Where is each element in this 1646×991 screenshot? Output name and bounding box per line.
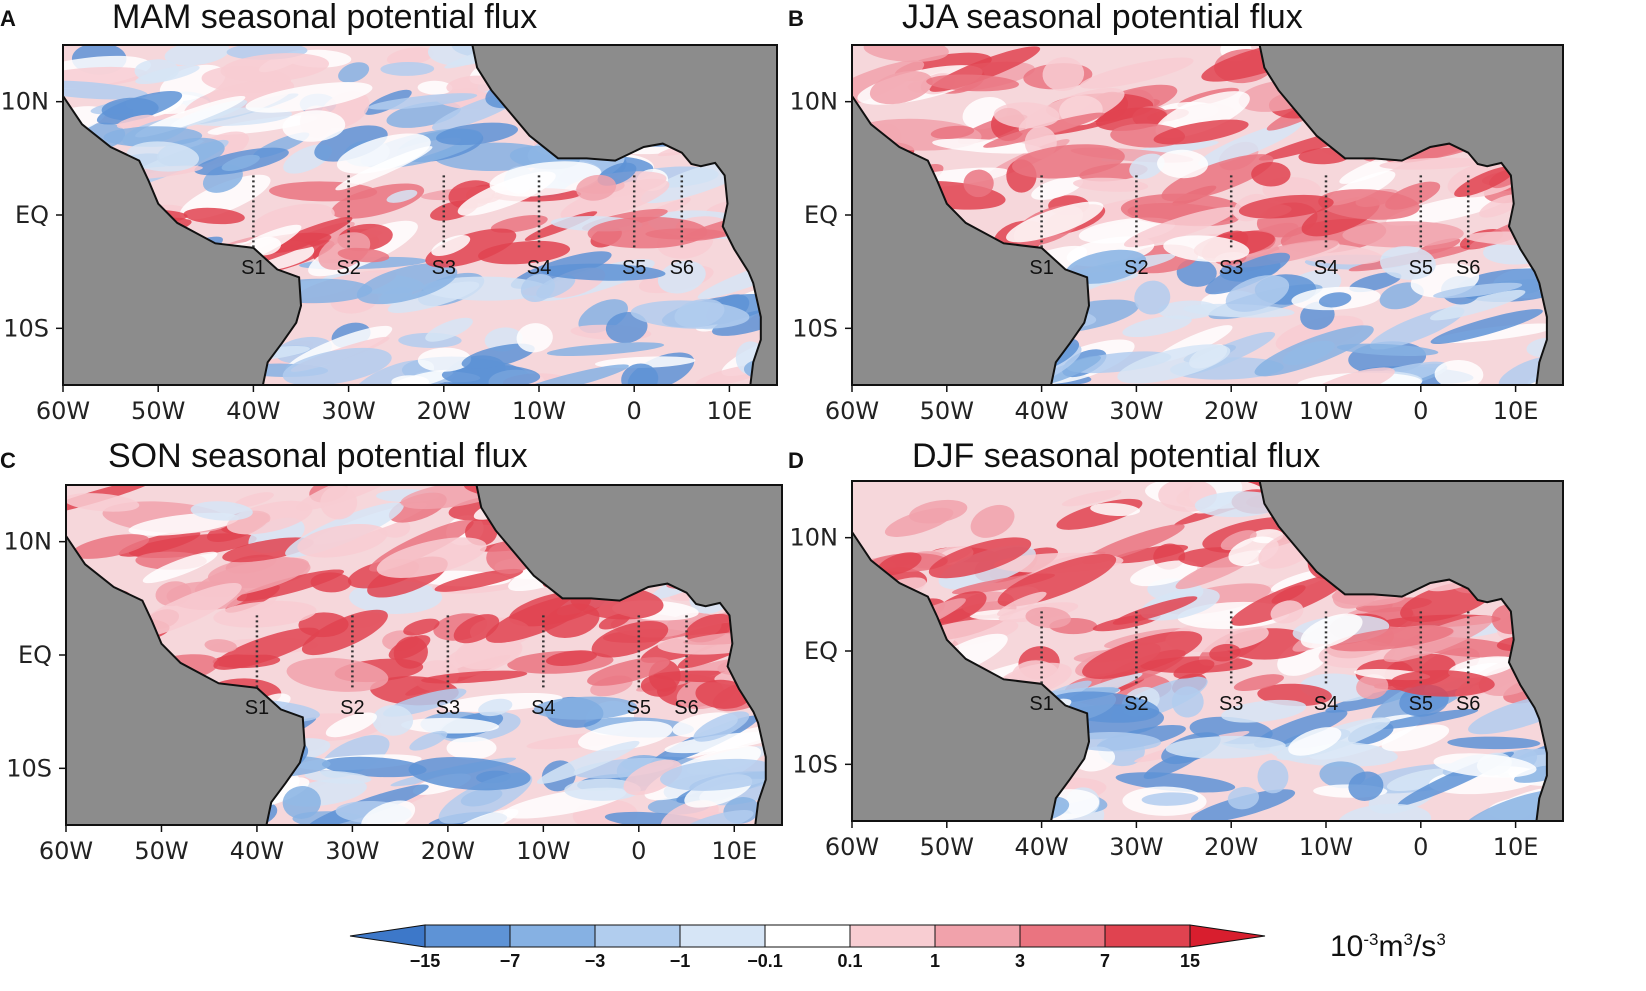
colorbar-arrow-low: [350, 925, 425, 947]
map-content: S1 S2 S3 S4 S5 S6 60W 50W 40W 30W 20W 10W 0 10E 10N EQ 1…: [789, 448, 1610, 861]
colorbar-segment: [1105, 925, 1190, 947]
station-label: S6: [1456, 693, 1480, 715]
lat-tick-label: 10N: [790, 524, 839, 552]
lat-tick-label: 10S: [792, 750, 838, 778]
colorbar-segment: [595, 925, 680, 947]
panel-d: D DJF seasonal potential flux S1 S2 S3 S4 S5…: [0, 0, 1646, 880]
station-label: S3: [1219, 693, 1243, 715]
colorbar-segment: [425, 925, 510, 947]
station-label: S4: [1314, 693, 1338, 715]
colorbar-tick-label: −3: [585, 951, 606, 971]
lon-tick-label: 10E: [1493, 833, 1539, 861]
colorbar-tick-label: 3: [1015, 951, 1025, 971]
colorbar-tick-label: −0.1: [747, 951, 783, 971]
colorbar-segment: [850, 925, 935, 947]
map-d: S1 S2 S3 S4 S5 S6 60W 50W 40W 30W 20W 10W 0 10E 10N EQ 1…: [0, 0, 1646, 880]
colorbar-segment: [935, 925, 1020, 947]
colorbar-tick-label: −15: [410, 951, 441, 971]
station-label: S1: [1029, 693, 1053, 715]
lon-tick-label: 60W: [825, 833, 879, 861]
station-label: S5: [1409, 693, 1433, 715]
lon-tick-label: 10W: [1299, 833, 1353, 861]
colorbar-segment: [765, 925, 850, 947]
colorbar-tick-label: 0.1: [837, 951, 862, 971]
lon-tick-label: 20W: [1204, 833, 1258, 861]
colorbar-segment: [1020, 925, 1105, 947]
colorbar-tick-label: 1: [930, 951, 940, 971]
colorbar-tick-label: 7: [1100, 951, 1110, 971]
colorbar-units: 10-3m3/s3: [1330, 930, 1446, 964]
lon-tick-label: 40W: [1014, 833, 1068, 861]
colorbar-segment: [510, 925, 595, 947]
colorbar-tick-label: −1: [670, 951, 691, 971]
lon-tick-label: 0: [1413, 833, 1428, 861]
lat-tick-label: EQ: [804, 637, 838, 665]
colorbar-tick-label: −7: [500, 951, 521, 971]
colorbar-arrow-high: [1190, 925, 1265, 947]
lon-tick-label: 50W: [920, 833, 974, 861]
colorbar-tick-label: 15: [1180, 951, 1200, 971]
lon-tick-label: 30W: [1109, 833, 1163, 861]
colorbar-segment: [680, 925, 765, 947]
colorbar: −15 −7 −3 −1 −0.1 0.1 1 3 7 15: [350, 925, 1310, 985]
station-label: S2: [1124, 693, 1148, 715]
